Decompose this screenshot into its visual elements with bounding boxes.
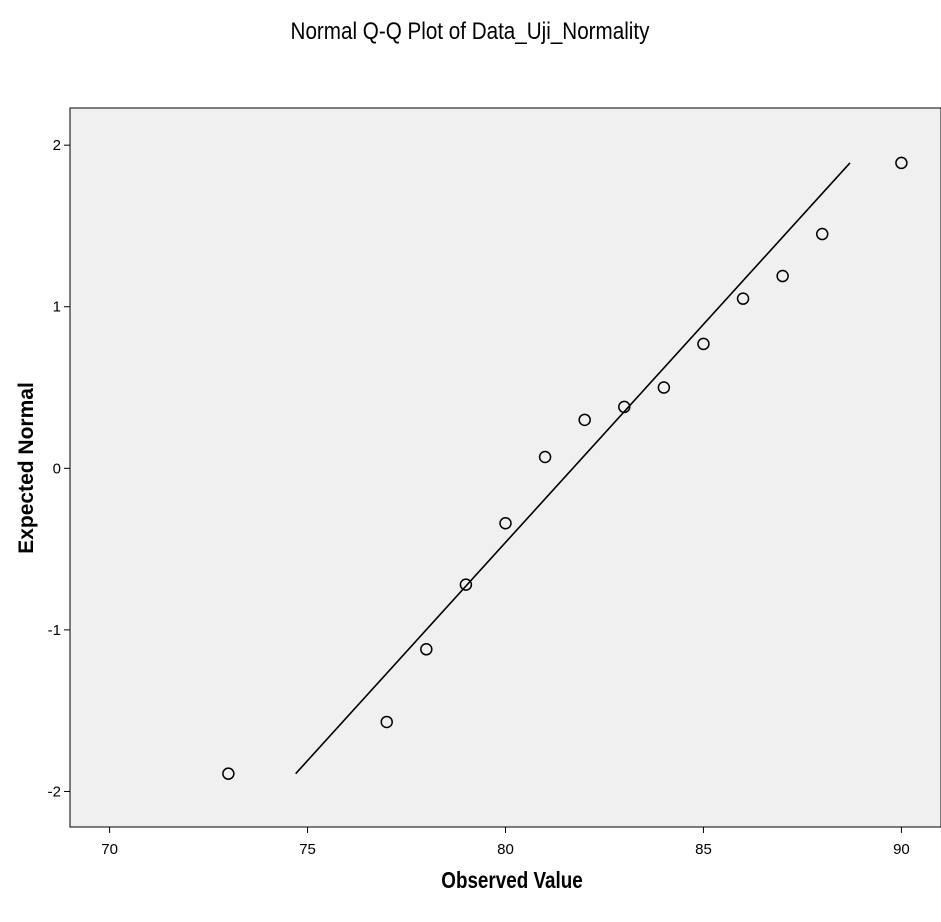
data-point xyxy=(736,292,750,305)
data-point xyxy=(815,227,829,241)
x-tick-label: 70 xyxy=(101,841,118,858)
x-tick-label: 90 xyxy=(893,841,910,858)
x-axis-label: Observed Value xyxy=(441,868,582,893)
x-tick-label: 85 xyxy=(695,841,712,858)
data-point xyxy=(538,450,552,464)
data-point xyxy=(222,767,235,780)
y-tick-label: 0 xyxy=(53,460,61,477)
y-axis: -2 -1 0 1 2 xyxy=(48,137,70,800)
data-point xyxy=(657,381,671,394)
x-tick-label: 80 xyxy=(497,841,514,858)
y-tick-label: -1 xyxy=(48,622,61,639)
data-point xyxy=(895,156,908,170)
data-point xyxy=(578,413,591,427)
x-axis: 70 75 80 85 90 xyxy=(101,827,910,858)
plot-area xyxy=(69,107,941,828)
data-point xyxy=(380,715,393,729)
data-point xyxy=(459,578,473,591)
y-tick-label: 1 xyxy=(53,299,61,316)
chart-title: Normal Q-Q Plot of Data_Uji_Normality xyxy=(291,18,651,45)
data-point xyxy=(776,269,789,283)
x-tick-label: 75 xyxy=(299,841,316,858)
y-tick-label: 2 xyxy=(53,137,61,154)
reference-line xyxy=(295,162,851,775)
y-axis-label: Expected Normal xyxy=(15,382,38,554)
y-tick-label: -2 xyxy=(48,783,61,800)
data-point xyxy=(697,337,710,351)
data-point xyxy=(420,643,433,656)
data-points xyxy=(222,156,908,780)
data-point xyxy=(618,400,631,414)
data-point xyxy=(499,516,512,530)
